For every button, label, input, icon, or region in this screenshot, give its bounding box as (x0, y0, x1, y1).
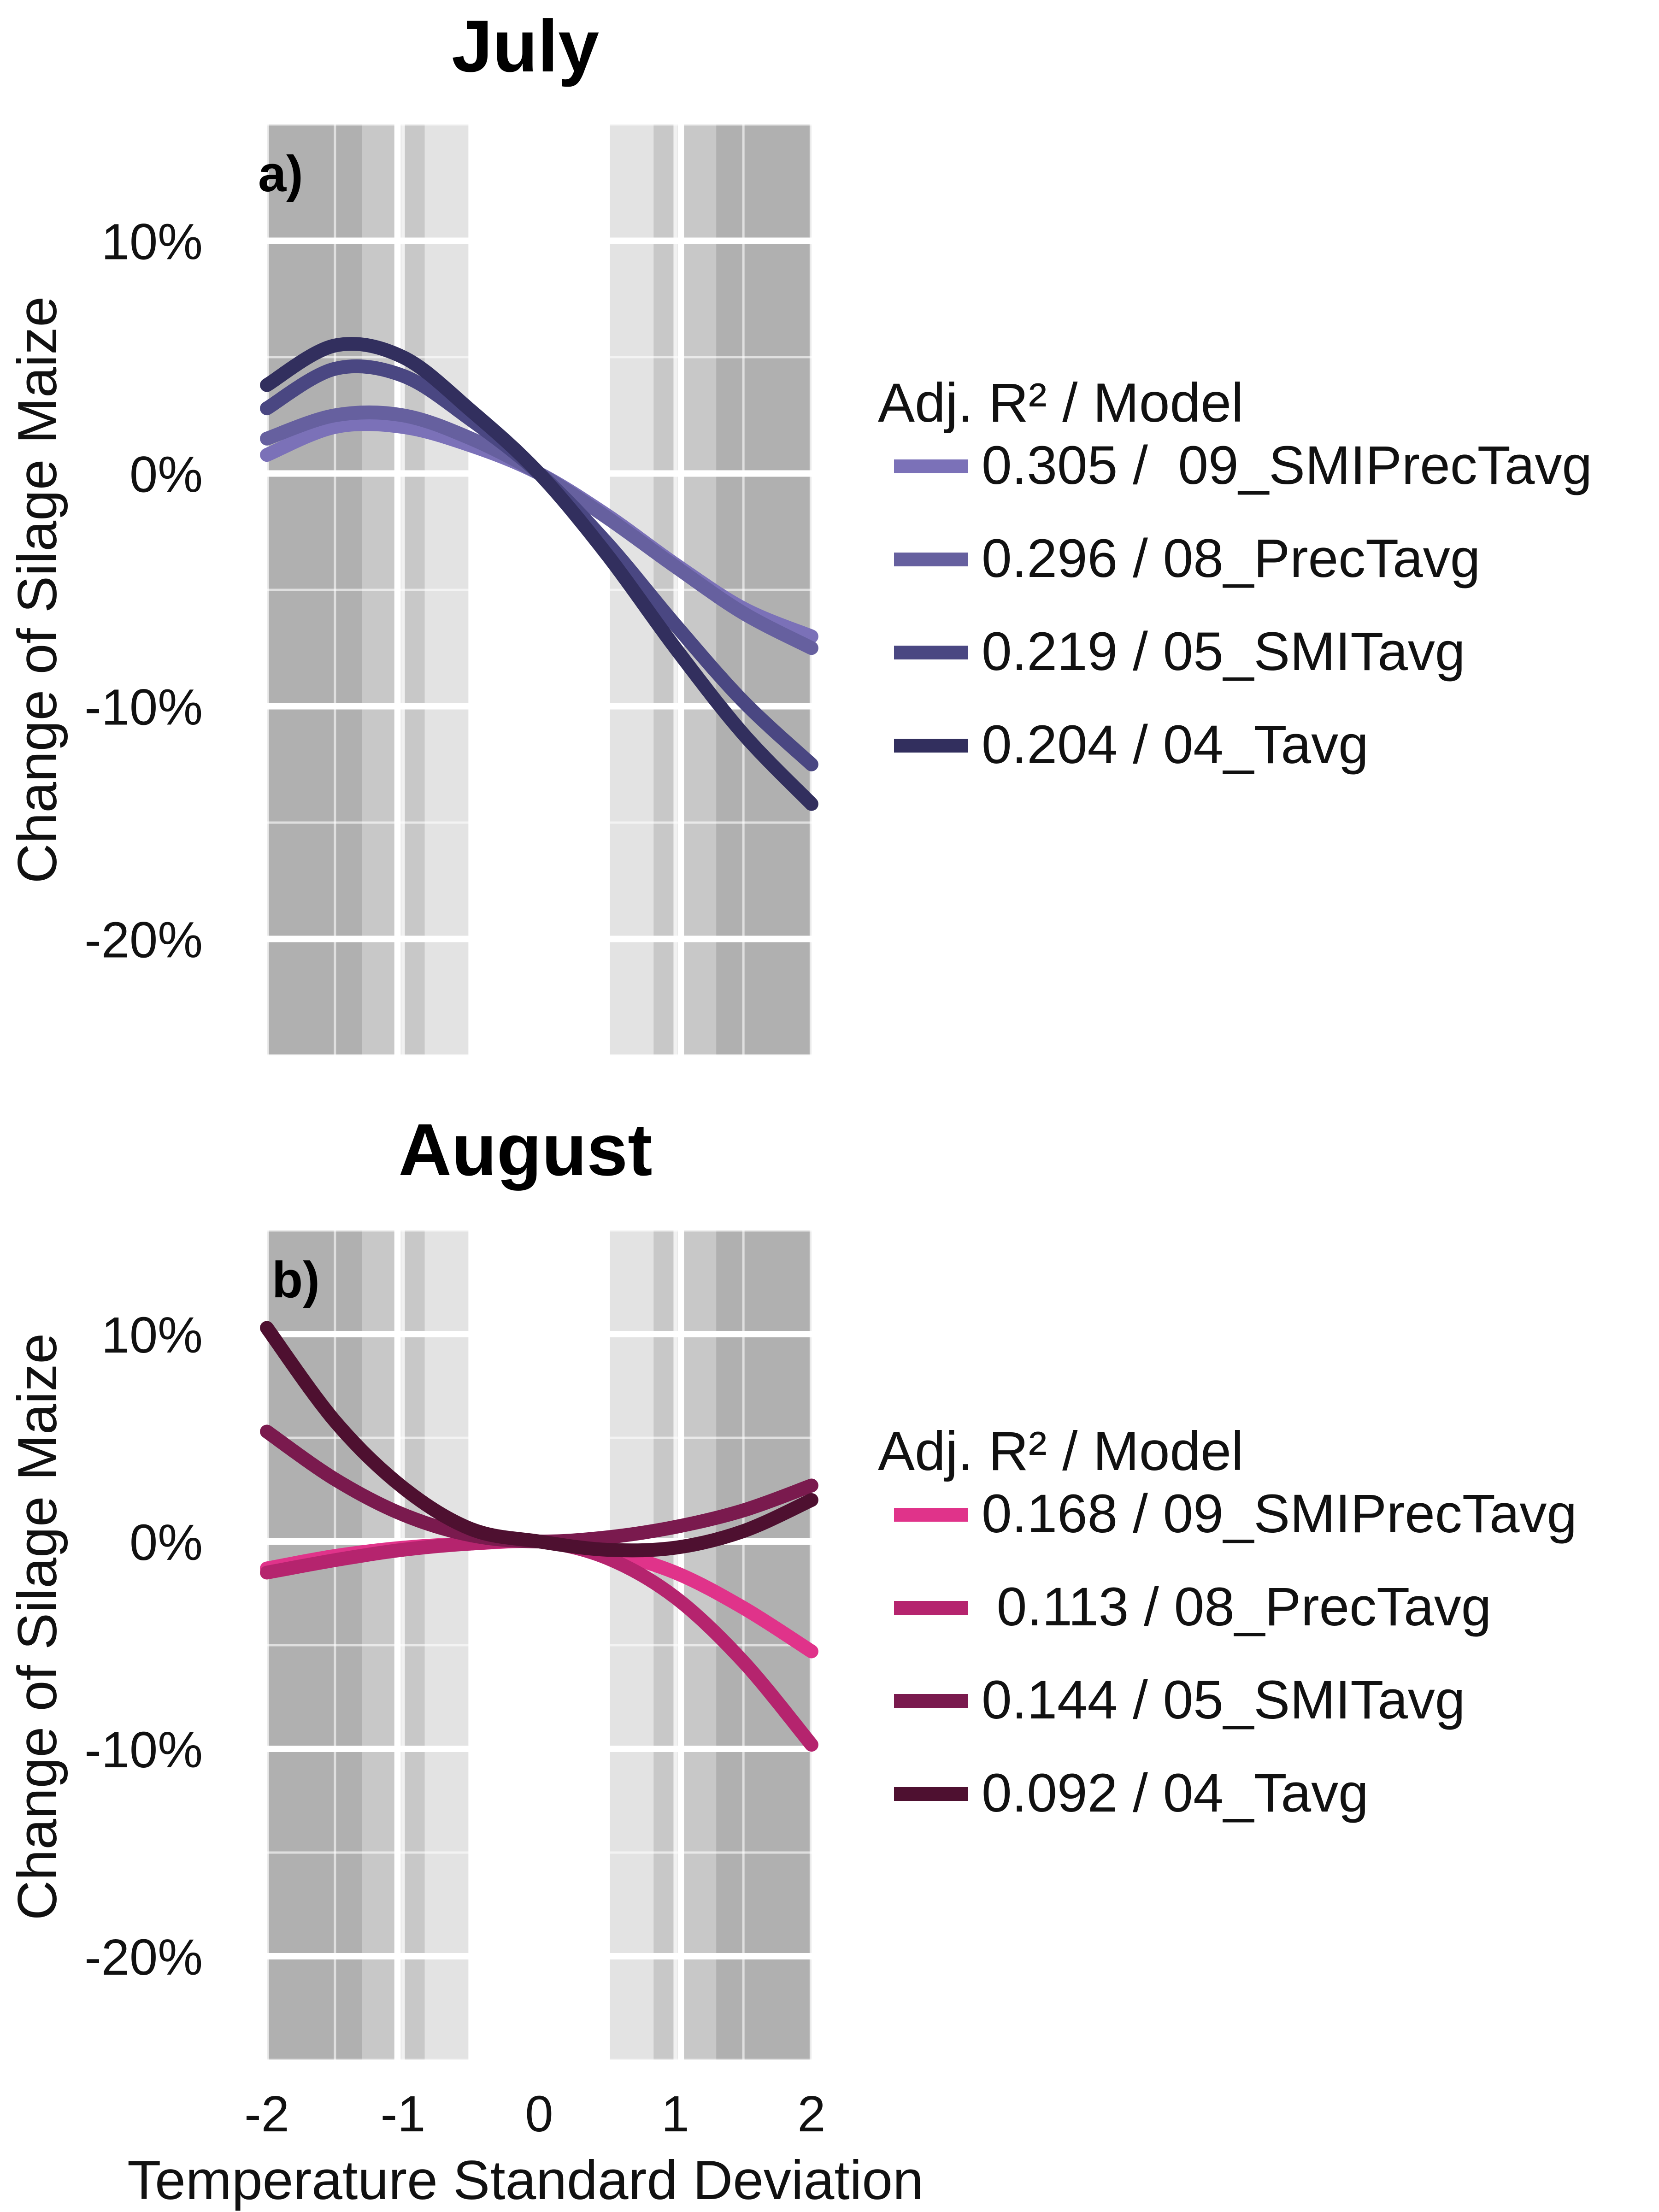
panel-label: b) (272, 1252, 320, 1308)
panel-august: b) 10% 0% -10% -20% -2 -1 0 1 2 (84, 1229, 839, 2142)
y-axis-label-july: Change of Silage Maize (6, 296, 68, 883)
x-tick-label: 0 (525, 2086, 553, 2142)
y-tick-label: -10% (84, 1722, 203, 1778)
panel-title-august: August (398, 1108, 652, 1191)
x-axis-label: Temperature Standard Deviation (127, 2149, 924, 2211)
legend-title: Adj. R² / Model (878, 372, 1244, 434)
legend-label: 0.113 / 08_PrecTavg (982, 1577, 1491, 1637)
x-tick-label: 1 (661, 2086, 689, 2142)
legend-title: Adj. R² / Model (878, 1420, 1244, 1482)
y-tick-label: 0% (129, 1514, 203, 1571)
panel-title-july: July (452, 5, 599, 87)
panel-july: a) 10% 0% -10% -20% (84, 123, 839, 1057)
legend-label: 0.168 / 09_SMIPrecTavg (982, 1483, 1577, 1544)
legend-label: 0.092 / 04_Tavg (982, 1763, 1369, 1824)
y-tick-label: -10% (84, 679, 203, 736)
legend-label: 0.305 / 09_SMIPrecTavg (982, 435, 1592, 496)
y-tick-label: 0% (129, 447, 203, 503)
y-tick-label: -20% (84, 1929, 203, 1986)
legend-label: 0.144 / 05_SMITavg (982, 1670, 1465, 1730)
x-tick-label: -1 (381, 2086, 426, 2142)
legend-label: 0.204 / 04_Tavg (982, 714, 1369, 775)
x-tick-label: 2 (797, 2086, 825, 2142)
y-tick-label: 10% (101, 214, 203, 271)
y-tick-label: -20% (84, 912, 203, 969)
series-line-3 (260, 337, 818, 811)
series-line-3 (260, 1321, 818, 1558)
panel-label: a) (258, 146, 303, 202)
legend-label: 0.219 / 05_SMITavg (982, 621, 1465, 682)
y-axis-label-august: Change of Silage Maize (6, 1333, 68, 1920)
y-tick-label: 10% (101, 1307, 203, 1364)
x-tick-label: -2 (244, 2086, 289, 2142)
legend-label: 0.296 / 08_PrecTavg (982, 528, 1480, 589)
